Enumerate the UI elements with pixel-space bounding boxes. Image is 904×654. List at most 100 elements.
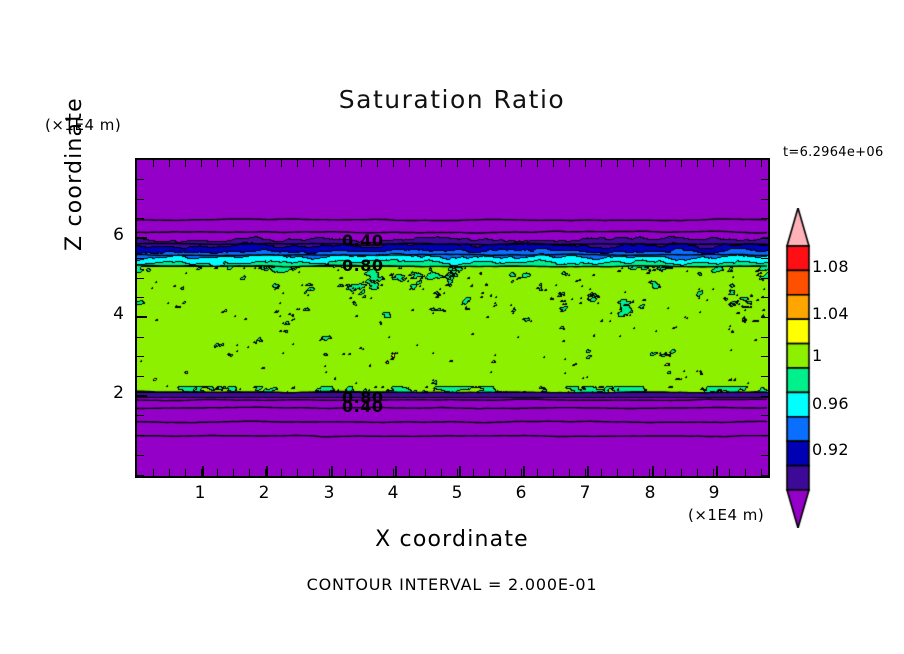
- x-axis-minor-tick-top: [185, 160, 186, 167]
- x-axis-minor-tick-top: [681, 160, 682, 167]
- y-tick-label: 2: [113, 383, 124, 403]
- y-axis-minor-tick-right: [761, 218, 768, 220]
- y-axis-minor-tick: [137, 198, 144, 200]
- x-axis-minor-tick-top: [361, 160, 362, 167]
- colorbar-tick-label: 0.92: [812, 440, 849, 459]
- x-axis-minor-tick-top: [345, 160, 346, 167]
- x-tick-label: 4: [387, 483, 399, 503]
- x-axis-minor-tick: [169, 469, 170, 476]
- y-axis-minor-tick: [137, 415, 144, 417]
- x-axis-minor-tick: [217, 469, 218, 476]
- x-axis-minor-tick: [441, 469, 442, 476]
- x-axis-minor-tick-top: [233, 160, 234, 167]
- x-axis-minor-tick-top: [377, 160, 378, 167]
- y-axis-minor-tick-right: [761, 454, 768, 456]
- x-axis-minor-tick-top: [425, 160, 426, 167]
- x-axis-minor-tick: [665, 469, 666, 476]
- page-title: Saturation Ratio: [338, 85, 566, 114]
- x-axis-minor-tick-top: [201, 160, 202, 167]
- x-axis-major-tick: [459, 466, 461, 476]
- x-axis-major-tick: [395, 466, 397, 476]
- x-axis-minor-tick-top: [521, 160, 522, 167]
- x-axis-major-tick: [587, 466, 589, 476]
- x-axis-minor-tick: [473, 469, 474, 476]
- y-axis-minor-tick-right: [761, 257, 768, 259]
- y-axis-minor-tick-right: [761, 316, 768, 318]
- contour-interval-caption: CONTOUR INTERVAL = 2.000E-01: [306, 575, 598, 594]
- x-axis-minor-tick: [713, 469, 714, 476]
- x-tick-label: 3: [323, 483, 335, 503]
- y-axis-minor-tick: [137, 257, 144, 259]
- y-axis-minor-tick-right: [761, 297, 768, 299]
- x-axis-minor-tick: [425, 469, 426, 476]
- x-axis-minor-tick: [505, 469, 506, 476]
- contour-line-label: 0.40: [342, 231, 384, 250]
- colorbar-tick-label: 1: [812, 346, 823, 365]
- y-axis-major-tick: [137, 316, 147, 318]
- x-axis-minor-tick: [697, 469, 698, 476]
- x-axis-title: X coordinate: [375, 527, 529, 552]
- x-axis-minor-tick-top: [281, 160, 282, 167]
- x-axis-minor-tick-top: [537, 160, 538, 167]
- x-tick-label: 7: [579, 483, 591, 503]
- y-axis-minor-tick: [137, 474, 144, 476]
- x-axis-major-tick: [202, 466, 204, 476]
- x-axis-major-tick: [652, 466, 654, 476]
- y-tick-label: 4: [113, 304, 124, 324]
- x-axis-major-tick: [716, 466, 718, 476]
- x-axis-major-tick: [331, 466, 333, 476]
- y-axis-minor-tick: [137, 218, 144, 220]
- colorbar-tick-label: 1.08: [812, 257, 849, 276]
- x-axis-minor-tick: [265, 469, 266, 476]
- x-axis-minor-tick-top: [569, 160, 570, 167]
- x-axis-minor-tick: [409, 469, 410, 476]
- y-axis-minor-tick: [137, 277, 144, 279]
- y-axis-minor-tick-right: [761, 238, 768, 240]
- y-axis-minor-tick-right: [761, 336, 768, 338]
- x-axis-minor-tick: [281, 469, 282, 476]
- x-axis-minor-tick: [649, 469, 650, 476]
- contour-line-label: 0.80: [342, 256, 384, 275]
- x-axis-minor-tick-top: [729, 160, 730, 167]
- x-axis-minor-tick: [569, 469, 570, 476]
- contour-line-label: 0.80: [342, 388, 384, 407]
- x-axis-minor-tick-top: [169, 160, 170, 167]
- x-axis-minor-tick: [761, 469, 762, 476]
- x-axis-minor-tick: [553, 469, 554, 476]
- y-axis-minor-tick-right: [761, 395, 768, 397]
- x-tick-label: 1: [194, 483, 206, 503]
- x-axis-major-tick: [266, 466, 268, 476]
- x-axis-minor-tick: [681, 469, 682, 476]
- contour-field-canvas: [137, 160, 768, 476]
- contour-plot-area: [135, 158, 770, 478]
- x-axis-minor-tick-top: [489, 160, 490, 167]
- x-axis-minor-tick-top: [761, 160, 762, 167]
- colorbar-tick-label: 0.96: [812, 394, 849, 413]
- x-axis-minor-tick: [233, 469, 234, 476]
- x-tick-label: 8: [644, 483, 656, 503]
- y-axis-minor-tick: [137, 356, 144, 358]
- x-axis-minor-tick-top: [585, 160, 586, 167]
- x-axis-minor-tick-top: [393, 160, 394, 167]
- y-axis-minor-tick-right: [761, 435, 768, 437]
- x-axis-minor-tick-top: [745, 160, 746, 167]
- x-axis-minor-tick: [745, 469, 746, 476]
- x-axis-minor-tick: [729, 469, 730, 476]
- x-axis-minor-tick: [153, 469, 154, 476]
- x-axis-minor-tick: [457, 469, 458, 476]
- y-axis-minor-tick-right: [761, 198, 768, 200]
- x-axis-minor-tick-top: [249, 160, 250, 167]
- x-axis-minor-tick: [585, 469, 586, 476]
- x-axis-minor-tick-top: [505, 160, 506, 167]
- x-axis-minor-tick: [345, 469, 346, 476]
- y-axis-minor-tick-right: [761, 277, 768, 279]
- y-axis-minor-tick: [137, 435, 144, 437]
- x-axis-minor-tick: [361, 469, 362, 476]
- x-axis-minor-tick: [393, 469, 394, 476]
- y-axis-major-tick: [137, 237, 147, 239]
- x-tick-label: 2: [258, 483, 270, 503]
- x-axis-minor-tick-top: [649, 160, 650, 167]
- x-axis-minor-tick-top: [409, 160, 410, 167]
- x-tick-label: 6: [515, 483, 527, 503]
- y-axis-minor-tick: [137, 336, 144, 338]
